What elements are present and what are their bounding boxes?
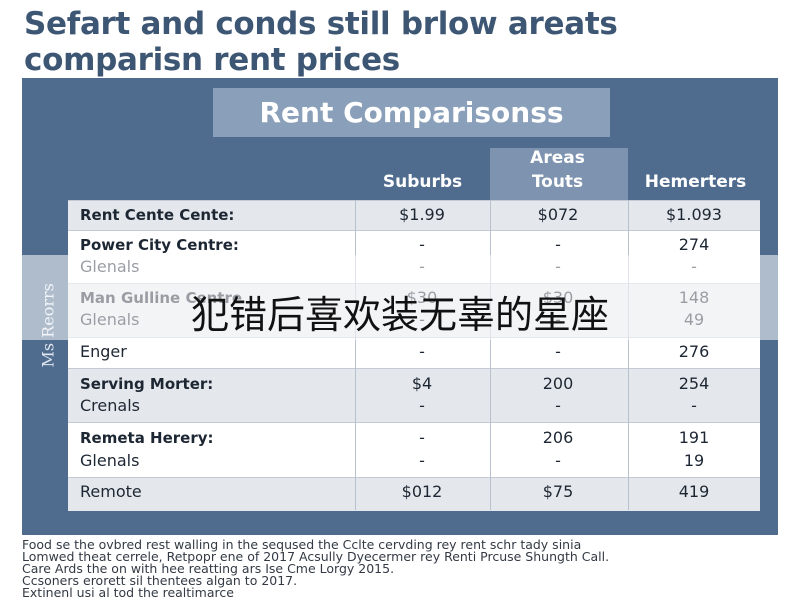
cell-value: $75 bbox=[542, 482, 574, 501]
row-label: Rent Cente Cente: bbox=[80, 206, 235, 224]
row-label: Remote bbox=[80, 482, 142, 501]
cell-value: $4 bbox=[411, 374, 433, 393]
row-label: Enger bbox=[80, 342, 127, 361]
row-label: Power City Centre: bbox=[80, 236, 239, 254]
row-band bbox=[68, 200, 760, 231]
column-divider bbox=[628, 200, 629, 510]
cell-value: 419 bbox=[678, 482, 710, 501]
cell-value: 274 bbox=[678, 235, 710, 254]
column-header: Suburbs bbox=[382, 172, 463, 192]
row-label: Serving Morter: bbox=[80, 375, 214, 393]
row-band bbox=[68, 368, 760, 423]
cell-value: - bbox=[555, 451, 561, 470]
cell-value: 191 bbox=[678, 428, 710, 447]
cell-value: 254 bbox=[678, 374, 710, 393]
row-label: Remeta Herery: bbox=[80, 429, 214, 447]
cell-value: 276 bbox=[678, 342, 710, 361]
cell-value: - bbox=[555, 396, 561, 415]
footer-line: Extinenl usi al tod the realtimarce bbox=[22, 585, 234, 600]
cell-value: 200 bbox=[542, 374, 574, 393]
column-header: Areas bbox=[530, 148, 585, 168]
column-header: Hemerters bbox=[644, 172, 747, 192]
cell-value: - bbox=[555, 342, 561, 361]
cell-value: - bbox=[419, 396, 425, 415]
panel-title: Rent Comparisonss bbox=[213, 88, 610, 137]
area-header-box bbox=[490, 148, 628, 200]
row-band bbox=[68, 477, 760, 511]
page-title: comparisn rent prices bbox=[24, 42, 400, 78]
row-label: Glenals bbox=[80, 451, 140, 470]
cell-value: - bbox=[691, 396, 697, 415]
cell-value: - bbox=[419, 451, 425, 470]
cell-value: $1.093 bbox=[666, 205, 722, 224]
cell-value: $072 bbox=[537, 205, 579, 224]
cell-value: $1.99 bbox=[399, 205, 445, 224]
cell-value: 19 bbox=[683, 451, 705, 470]
cell-value: $012 bbox=[401, 482, 443, 501]
column-header: Touts bbox=[531, 172, 584, 192]
cell-value: - bbox=[419, 342, 425, 361]
cell-value: 206 bbox=[542, 428, 574, 447]
footer-line: Care Ards the on with hee reatting ars I… bbox=[22, 561, 395, 576]
row-label: Crenals bbox=[80, 396, 140, 415]
column-divider bbox=[355, 200, 356, 510]
cell-value: - bbox=[419, 428, 425, 447]
footer-line: Ccsoners erorett sil thentees algan to 2… bbox=[22, 573, 298, 588]
cell-value: - bbox=[419, 235, 425, 254]
footer-line: Food se the ovbred rest walling in the s… bbox=[22, 537, 582, 552]
row-band bbox=[68, 422, 760, 478]
column-divider bbox=[490, 200, 491, 510]
footer-line: Lomwed theat cerrele, Retpopr ene of 201… bbox=[22, 549, 610, 564]
cell-value: - bbox=[555, 235, 561, 254]
overlay-text: 犯错后喜欢装无辜的星座 bbox=[190, 293, 609, 337]
page-title: Sefart and conds still brlow areats bbox=[24, 6, 618, 42]
watermark-band bbox=[0, 255, 800, 340]
